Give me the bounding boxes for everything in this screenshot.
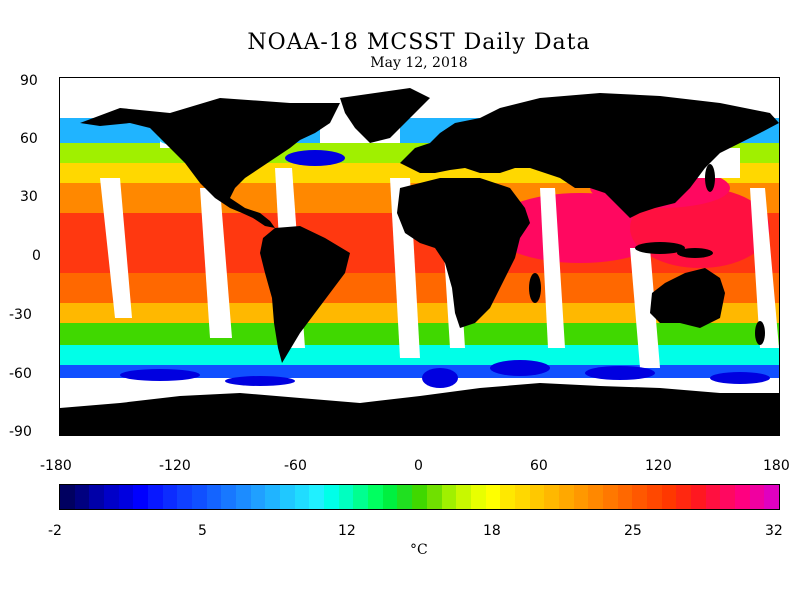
colorbar-label-min: -2 — [48, 523, 62, 539]
land-masses — [60, 88, 779, 435]
colorbar-swatch — [676, 485, 693, 509]
colorbar-label-5: 5 — [198, 523, 207, 539]
colorbar-swatch — [382, 485, 399, 509]
land-africa — [397, 178, 530, 328]
sst-band-temperate-south — [60, 303, 779, 323]
colorbar-label-18: 18 — [483, 523, 501, 539]
colorbar-swatch — [162, 485, 179, 509]
colorbar-swatch — [309, 485, 326, 509]
colorbar-swatch — [544, 485, 561, 509]
colorbar-swatch — [690, 485, 708, 509]
colorbar-swatch — [720, 485, 737, 509]
temperature-units: °C — [410, 542, 428, 558]
lon-tick-minus-180: -180 — [40, 458, 72, 474]
colorbar-swatch — [236, 485, 253, 509]
land-indonesia — [635, 242, 685, 254]
colorbar-swatch — [426, 485, 443, 509]
lon-tick-minus-120: -120 — [159, 458, 191, 474]
colorbar-swatch — [529, 485, 546, 509]
colorbar-swatch — [118, 485, 135, 509]
colorbar-swatch — [104, 485, 121, 509]
colorbar-swatch — [294, 485, 311, 509]
colorbar-swatch — [734, 485, 752, 509]
lon-tick-180: 180 — [763, 458, 790, 474]
colorbar-swatch — [133, 485, 150, 509]
colorbar-swatch — [412, 485, 429, 509]
colorbar-swatch — [192, 485, 209, 509]
map-date: May 12, 2018 — [370, 55, 468, 71]
colorbar-swatch — [485, 485, 502, 509]
land-eurasia — [400, 93, 779, 218]
colorbar-label-max: 32 — [765, 523, 783, 539]
colorbar-swatch — [265, 485, 282, 509]
colorbar-swatch — [221, 485, 238, 509]
colorbar-swatch — [573, 485, 590, 509]
colorbar-swatch — [661, 485, 678, 509]
colorbar-swatch — [470, 485, 487, 509]
land-south-america — [260, 226, 350, 363]
colorbar-label-12: 12 — [338, 523, 356, 539]
lat-tick-90: 90 — [20, 73, 38, 89]
colorbar-swatch — [705, 485, 722, 509]
colorbar-swatch — [368, 485, 385, 509]
colorbar-swatch — [456, 485, 473, 509]
colorbar-swatch — [148, 485, 165, 509]
colorbar-swatch — [764, 485, 779, 509]
colorbar-swatch — [324, 485, 341, 509]
colorbar-swatch — [206, 485, 223, 509]
colorbar-swatch — [749, 485, 766, 509]
lon-tick-60: 60 — [530, 458, 548, 474]
temperature-colorbar — [59, 484, 780, 510]
sst-band-cool-south — [60, 323, 779, 345]
colorbar-swatch — [338, 485, 355, 509]
land-new-guinea — [677, 248, 713, 258]
map-title: NOAA-18 MCSST Daily Data — [247, 30, 591, 55]
lat-tick-minus-30: -30 — [9, 307, 32, 323]
colorbar-swatch — [588, 485, 605, 509]
land-madagascar — [529, 273, 541, 303]
land-new-zealand — [755, 321, 765, 345]
sst-map — [59, 77, 780, 436]
lat-tick-minus-60: -60 — [9, 366, 32, 382]
land-australia — [650, 268, 725, 328]
colorbar-swatch — [441, 485, 458, 509]
land-north-america — [80, 98, 340, 228]
colorbar-swatch — [646, 485, 664, 509]
world-map — [60, 78, 779, 435]
lon-tick-120: 120 — [645, 458, 672, 474]
colorbar-swatch — [558, 485, 575, 509]
lat-tick-30: 30 — [20, 189, 38, 205]
land-antarctica — [60, 383, 779, 435]
colorbar-swatch — [177, 485, 194, 509]
colorbar-swatch — [353, 485, 370, 509]
land-greenland — [340, 88, 430, 143]
colorbar-swatch — [60, 485, 77, 509]
colorbar-label-25: 25 — [624, 523, 642, 539]
land-japan — [705, 164, 715, 192]
colorbar-swatch — [89, 485, 106, 509]
colorbar-swatch — [250, 485, 267, 509]
lon-tick-minus-60: -60 — [284, 458, 307, 474]
colorbar-swatch — [74, 485, 91, 509]
lat-tick-minus-90: -90 — [9, 424, 32, 440]
colorbar-swatch — [514, 485, 531, 509]
colorbar-swatch — [617, 485, 634, 509]
lat-tick-0: 0 — [32, 248, 41, 264]
lon-tick-0: 0 — [414, 458, 423, 474]
colorbar-swatch — [602, 485, 620, 509]
lat-tick-60: 60 — [20, 131, 38, 147]
colorbar-swatch — [632, 485, 649, 509]
colorbar-swatch — [500, 485, 517, 509]
colorbar-swatch — [280, 485, 297, 509]
colorbar-swatch — [397, 485, 414, 509]
